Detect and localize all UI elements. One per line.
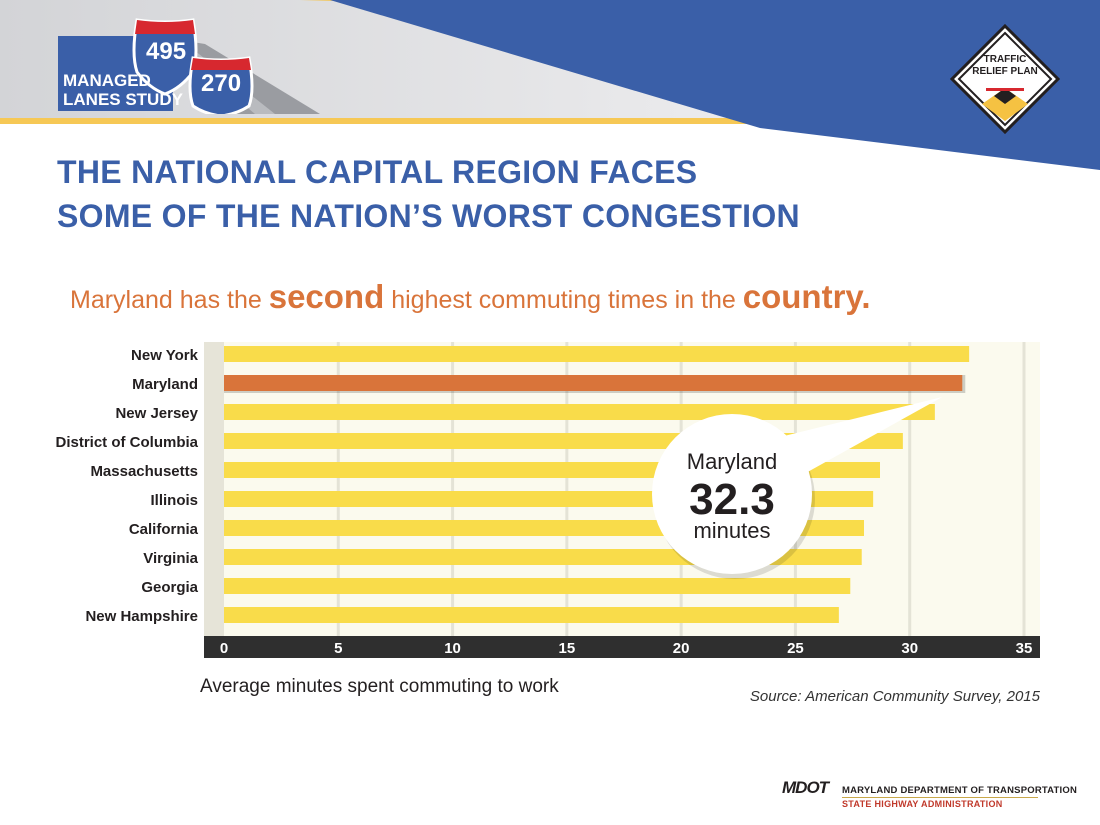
footer-department-name: MARYLAND DEPARTMENT OF TRANSPORTATION <box>842 785 1078 796</box>
x-tick-label: 25 <box>787 640 804 657</box>
bar <box>224 607 839 623</box>
category-label: Virginia <box>143 550 198 567</box>
category-label: New Jersey <box>115 405 198 422</box>
category-label: Maryland <box>132 376 198 393</box>
bar <box>224 346 970 362</box>
x-tick-label: 15 <box>559 640 576 657</box>
callout-value: 32.3 <box>689 475 775 524</box>
callout-pointer <box>772 397 943 474</box>
mdot-logo: MDOT <box>782 778 829 797</box>
footer-administration-name: STATE HIGHWAY ADMINISTRATION <box>842 799 1003 809</box>
logo-managed-text: MANAGED <box>63 71 151 90</box>
traffic-relief-plan-badge: TRAFFIC RELIEF PLAN <box>950 24 1060 134</box>
x-tick-label: 10 <box>444 640 461 657</box>
subtitle-part-2: highest commuting times in the <box>384 286 743 314</box>
managed-lanes-logo <box>58 18 320 114</box>
category-label: New Hampshire <box>85 608 198 625</box>
x-axis-bar <box>204 636 1040 658</box>
category-label: California <box>129 521 199 538</box>
bar <box>224 578 851 594</box>
callout-unit-label: minutes <box>693 518 770 543</box>
callout-bubble <box>652 414 812 574</box>
category-label: District of Columbia <box>55 434 198 451</box>
x-axis-label: Average minutes spent commuting to work <box>200 676 559 697</box>
headline-line-2: SOME OF THE NATION’S WORST CONGESTION <box>57 198 800 234</box>
shield-270-number: 270 <box>201 70 242 97</box>
logo-lanes-study-text: LANES STUDY <box>63 90 183 109</box>
subtitle-part-1: Maryland has the <box>70 286 269 314</box>
category-label: Illinois <box>150 492 198 509</box>
callout-state-label: Maryland <box>687 449 777 474</box>
badge-relief-plan-text: RELIEF PLAN <box>972 66 1038 77</box>
x-tick-label: 0 <box>220 640 228 657</box>
category-label: Massachusetts <box>90 463 198 480</box>
shield-495-number: 495 <box>146 38 187 65</box>
subtitle-emphasis-country: country. <box>742 278 871 315</box>
footer-divider <box>842 797 1038 798</box>
x-tick-label: 20 <box>673 640 690 657</box>
bar <box>224 404 935 420</box>
category-label: New York <box>131 347 199 364</box>
category-label: Georgia <box>141 579 198 596</box>
interstate-495-shield-icon <box>132 18 198 96</box>
plot-left-band <box>204 342 224 636</box>
interstate-270-shield-icon <box>188 56 254 114</box>
chart-subtitle: Maryland has the second highest commutin… <box>70 277 871 320</box>
bar <box>224 375 963 391</box>
x-tick-label: 5 <box>334 640 342 657</box>
subtitle-emphasis-second: second <box>268 278 385 315</box>
headline-line-1: THE NATIONAL CAPITAL REGION FACES <box>57 154 698 190</box>
x-tick-label: 30 <box>901 640 918 657</box>
source-note: Source: American Community Survey, 2015 <box>749 688 1040 705</box>
x-tick-label: 35 <box>1016 640 1033 657</box>
badge-traffic-text: TRAFFIC <box>984 54 1027 65</box>
